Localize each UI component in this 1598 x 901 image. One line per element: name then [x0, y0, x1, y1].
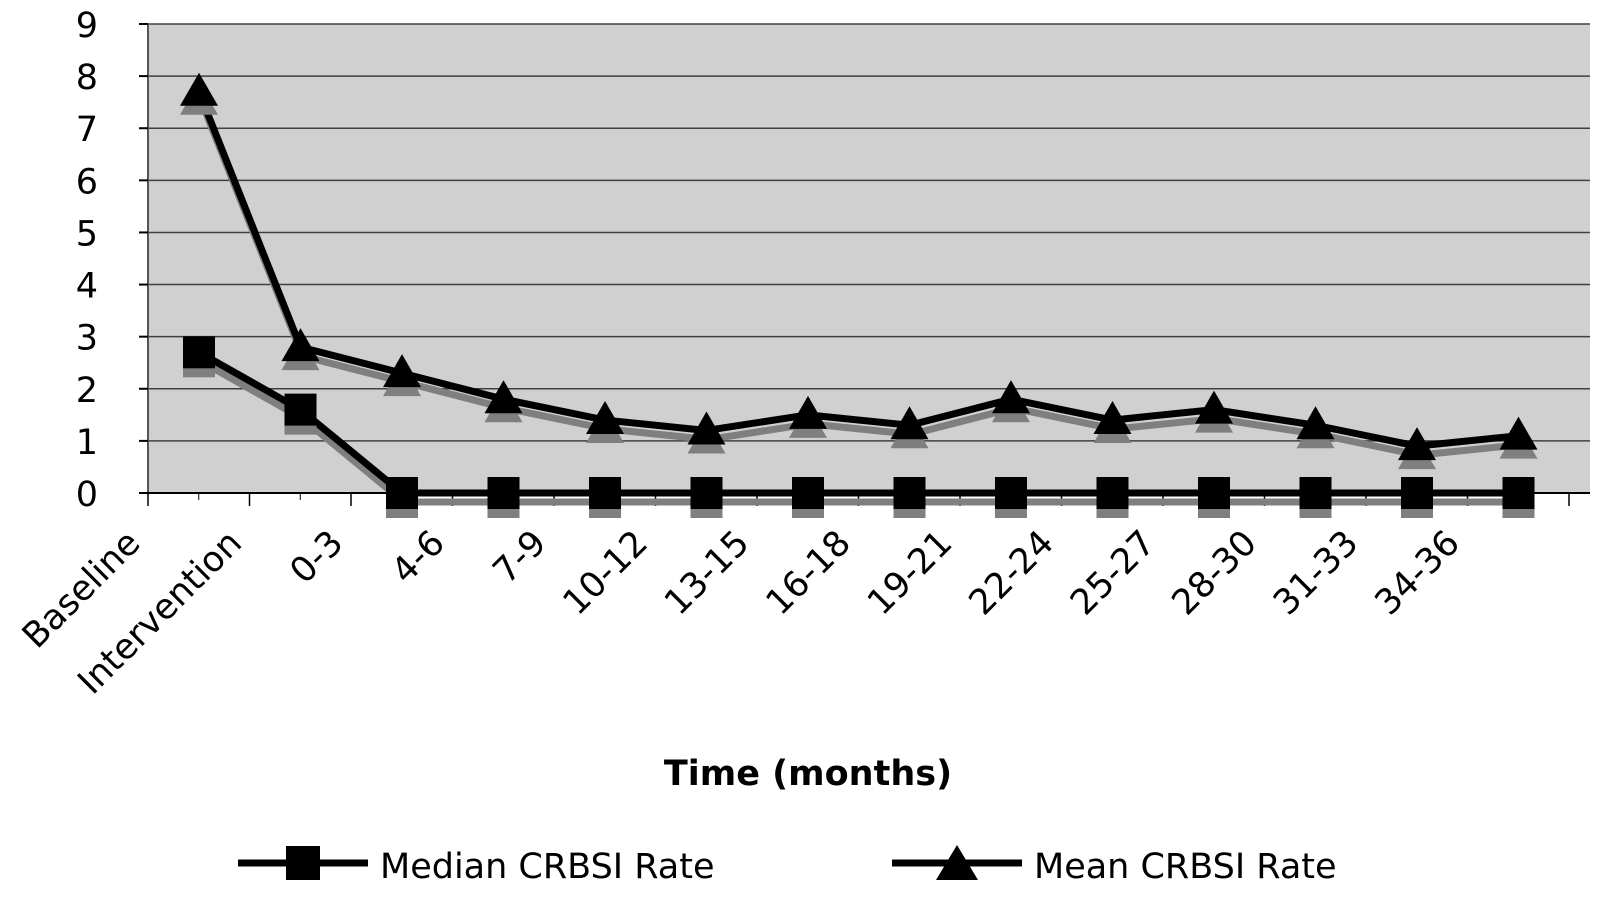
legend-item-median: Median CRBSI Rate: [238, 846, 715, 887]
y-tick-label-2: 2: [76, 371, 98, 411]
data-point-mean-7-9: [586, 401, 624, 435]
series-line: [197, 349, 1519, 497]
data-point-median-13-15: [792, 477, 824, 509]
data-point-mean-4-6: [484, 380, 523, 414]
data-point-mean-31-33: [1398, 427, 1436, 461]
series-median: [183, 336, 1535, 518]
data-point-median-Intervention: [284, 393, 317, 426]
x-tick-label-31-33: 31-33: [1266, 523, 1366, 623]
legend-median-label: Median CRBSI Rate: [380, 847, 715, 887]
plot-background: [148, 24, 1590, 493]
y-tick-label-3: 3: [76, 319, 98, 359]
series-mean: [180, 72, 1538, 470]
data-point-median-16-18: [893, 477, 926, 509]
data-point-median-34-36: [1502, 477, 1535, 509]
y-tick-label-5: 5: [76, 214, 98, 254]
y-tick-label-0: 0: [76, 475, 98, 515]
x-tick-label-10-12: 10-12: [556, 523, 656, 623]
legend-median-marker: [286, 846, 320, 880]
data-point-mean-22-24: [1093, 401, 1132, 435]
data-point-mean-Baseline: [180, 72, 218, 106]
data-point-mean-13-15: [789, 395, 827, 429]
legend-mean-label: Mean CRBSI Rate: [1034, 847, 1337, 887]
series-lines: [180, 72, 1538, 518]
x-tick-label-13-15: 13-15: [657, 523, 757, 623]
x-tick-label-28-30: 28-30: [1165, 523, 1265, 623]
data-point-median-25-27: [1198, 477, 1230, 509]
series-shadow-line: [197, 99, 1521, 459]
data-point-mean-28-30: [1296, 406, 1335, 440]
y-tick-label-6: 6: [76, 162, 98, 202]
data-point-median-0-3: [386, 477, 418, 509]
y-tick-label-7: 7: [76, 110, 98, 150]
legend-mean-marker: [936, 845, 978, 880]
data-point-mean-25-27: [1195, 390, 1233, 424]
x-axis-title: Time (months): [664, 754, 952, 794]
y-tick-label-1: 1: [76, 423, 98, 463]
data-point-mean-16-18: [890, 406, 929, 440]
data-point-median-19-21: [995, 477, 1027, 509]
data-point-median-4-6: [487, 477, 520, 509]
x-tick-label-7-9: 7-9: [486, 523, 555, 592]
y-tick-labels: 0 1 2 3 4 5 6 7 8 9: [76, 6, 98, 515]
data-point-median-28-30: [1299, 477, 1332, 509]
y-tick-label-4: 4: [76, 267, 98, 307]
data-point-median-31-33: [1401, 477, 1433, 509]
data-point-mean-34-36: [1499, 416, 1538, 450]
data-point-mean-10-12: [687, 411, 726, 445]
x-tick-label-4-6: 4-6: [384, 523, 453, 592]
x-tick-label-16-18: 16-18: [759, 523, 859, 623]
y-tick-label-9: 9: [76, 6, 98, 46]
x-tick-label-19-21: 19-21: [860, 523, 960, 623]
gridlines: [148, 23, 1590, 442]
data-point-mean-19-21: [992, 380, 1030, 414]
legend: Median CRBSI Rate Mean CRBSI Rate: [238, 845, 1337, 887]
legend-item-mean: Mean CRBSI Rate: [892, 845, 1337, 887]
plot-area: [148, 24, 1590, 493]
x-tick-label-25-27: 25-27: [1063, 523, 1163, 623]
x-tick-label-22-24: 22-24: [962, 523, 1062, 623]
data-point-median-10-12: [690, 477, 723, 509]
data-point-mean-Intervention: [281, 328, 320, 362]
data-point-median-Baseline: [183, 336, 215, 369]
data-point-median-7-9: [589, 477, 621, 509]
x-tick-label-0-3: 0-3: [283, 523, 352, 592]
y-tick-label-8: 8: [76, 58, 98, 98]
data-point-mean-0-3: [383, 354, 421, 388]
data-point-median-22-24: [1096, 477, 1129, 509]
x-tick-label-34-36: 34-36: [1368, 523, 1468, 623]
series-line: [195, 90, 1519, 450]
